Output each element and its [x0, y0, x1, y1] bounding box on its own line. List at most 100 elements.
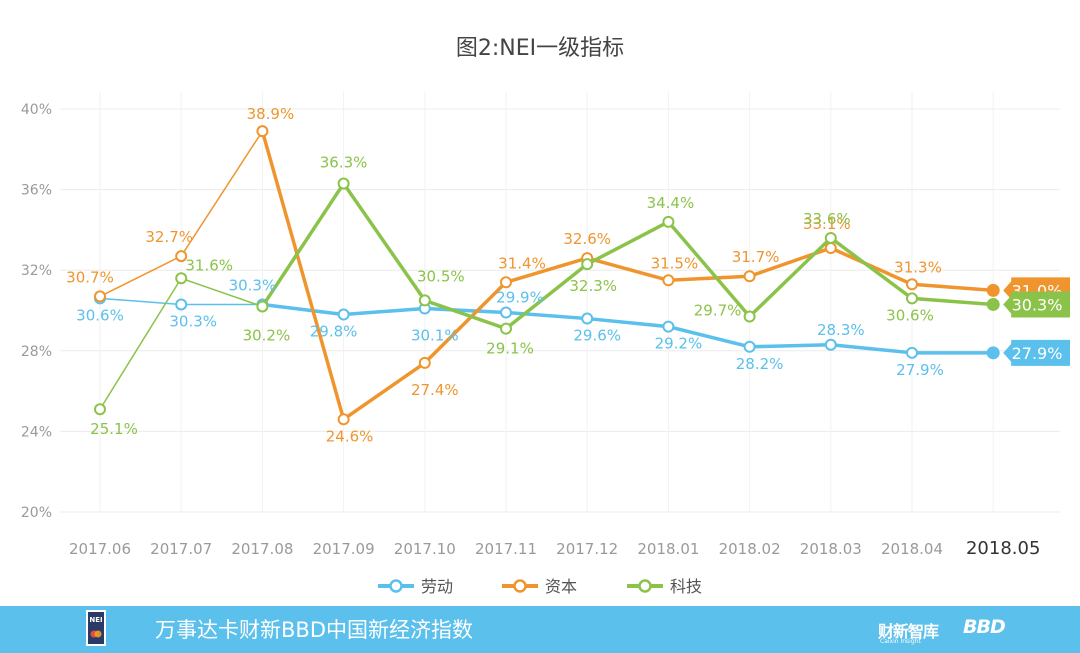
footer-title: 万事达卡财新BBD中国新经济指数: [155, 618, 473, 642]
legend-label: 科技: [670, 577, 702, 596]
data-label: 30.3%: [229, 276, 277, 294]
data-point: [500, 306, 512, 319]
x-axis: 2017.06 2017.07 2017.08 2017.09 2017.10 2017.…: [69, 538, 1040, 559]
data-label: 24.6%: [326, 427, 374, 445]
x-tick-label: 2018.01: [637, 540, 699, 558]
data-point: [986, 297, 1000, 311]
data-label: 33.1%: [803, 215, 851, 233]
data-point: [94, 403, 106, 416]
data-label: 32.6%: [563, 230, 611, 248]
data-point: [986, 283, 1000, 297]
data-label: 28.3%: [817, 321, 865, 339]
data-label: 29.6%: [573, 327, 621, 345]
data-point: [337, 177, 350, 190]
data-label: 29.1%: [486, 340, 534, 358]
data-point: [175, 298, 188, 311]
x-tick-label: 2017.10: [394, 540, 456, 558]
data-label: 31.4%: [498, 254, 546, 272]
data-point: [500, 276, 512, 289]
data-point: [256, 125, 269, 138]
data-point: [662, 274, 675, 287]
series-line: [260, 181, 994, 331]
data-label: 32.7%: [145, 228, 193, 246]
data-point: [743, 310, 756, 323]
chart-title: 图2:NEI一级指标: [455, 36, 625, 61]
data-point: [743, 340, 756, 353]
end-tag-shape: [1003, 291, 1070, 318]
data-label: 30.2%: [243, 326, 291, 344]
x-tick-label: 2018.02: [719, 540, 781, 558]
end-value-tag: 30.3%: [1003, 291, 1070, 318]
x-tick-label: 2017.11: [475, 540, 537, 558]
end-tag-label: 27.9%: [1012, 344, 1063, 363]
x-tick-label: 2017.12: [556, 540, 618, 558]
data-label: 33.6%: [803, 210, 851, 228]
data-point: [418, 294, 431, 307]
end-value-tag: 27.9%: [1003, 339, 1070, 366]
data-label: 38.9%: [247, 105, 295, 123]
data-point: [906, 278, 918, 291]
x-tick-label: 2018.04: [881, 540, 943, 558]
series-layer: [94, 125, 1000, 426]
legend-label: 劳动: [421, 577, 453, 596]
data-point: [175, 250, 188, 263]
data-label: 29.8%: [310, 323, 358, 341]
legend-label: 资本: [545, 577, 577, 596]
legend-marker: [638, 579, 652, 593]
data-label: 29.9%: [496, 289, 544, 307]
data-point: [743, 270, 756, 283]
x-tick-label: 2018.05: [966, 538, 1040, 559]
line-chart: 20% 24% 28% 32% 36% 40% 2017.06 2017.07 2017.08…: [21, 92, 1070, 596]
data-point: [824, 231, 837, 244]
y-axis: 20% 24% 28% 32% 36% 40%: [21, 102, 52, 521]
caixin-insight-logo: 财新智库: [878, 622, 939, 641]
data-point: [906, 292, 918, 305]
data-point: [824, 242, 837, 255]
data-point: [662, 320, 675, 333]
data-point: [662, 215, 675, 228]
bbd-logo: BBD: [963, 616, 1006, 638]
data-point: [500, 322, 512, 335]
end-value-tags: 27.9%31.0%30.3%: [1003, 277, 1070, 366]
data-label: 29.7%: [694, 302, 742, 320]
y-tick-label: 20%: [21, 505, 52, 521]
data-label: 31.5%: [651, 254, 699, 272]
y-tick-label: 40%: [21, 102, 52, 118]
series-line: [262, 302, 994, 355]
y-tick-label: 28%: [21, 344, 52, 360]
data-label: 27.4%: [411, 381, 459, 399]
nei-logo-icon: NEI: [86, 610, 106, 646]
data-label: 36.3%: [320, 154, 368, 172]
data-point: [906, 346, 918, 359]
end-tag-label: 30.3%: [1012, 295, 1063, 314]
data-point: [337, 308, 350, 321]
data-labels: 30.6% 30.3% 30.3% 29.8% 30.1% 29.9% 29.6% 29.2%…: [66, 105, 944, 445]
legend-marker: [513, 579, 527, 593]
data-label: 32.3%: [569, 277, 617, 295]
y-tick-label: 24%: [21, 424, 52, 440]
data-label: 25.1%: [90, 420, 138, 438]
legend-marker: [389, 579, 403, 593]
footer-banner: NEI 万事达卡财新BBD中国新经济指数 财新智库 Caixin Insight…: [0, 606, 1080, 653]
y-tick-label: 32%: [21, 263, 52, 279]
data-point: [581, 312, 594, 325]
data-label: 31.3%: [894, 258, 942, 276]
data-label: 27.9%: [896, 361, 944, 379]
data-label: 30.5%: [417, 267, 465, 285]
x-tick-label: 2017.08: [231, 540, 293, 558]
data-label: 29.2%: [655, 335, 703, 353]
data-label: 30.6%: [76, 306, 124, 324]
data-label: 31.6%: [185, 256, 233, 274]
y-tick-label: 36%: [21, 183, 52, 199]
data-point: [337, 413, 350, 426]
data-label: 31.7%: [732, 248, 780, 266]
end-tag-shape: [1003, 339, 1070, 366]
data-point: [418, 356, 431, 369]
data-point: [824, 338, 837, 351]
data-label: 30.6%: [886, 306, 934, 324]
x-tick-label: 2018.03: [800, 540, 862, 558]
data-point: [986, 346, 1000, 360]
data-label: 34.4%: [647, 194, 695, 212]
legend: 劳动 资本 科技: [378, 577, 702, 596]
x-tick-label: 2017.07: [150, 540, 212, 558]
